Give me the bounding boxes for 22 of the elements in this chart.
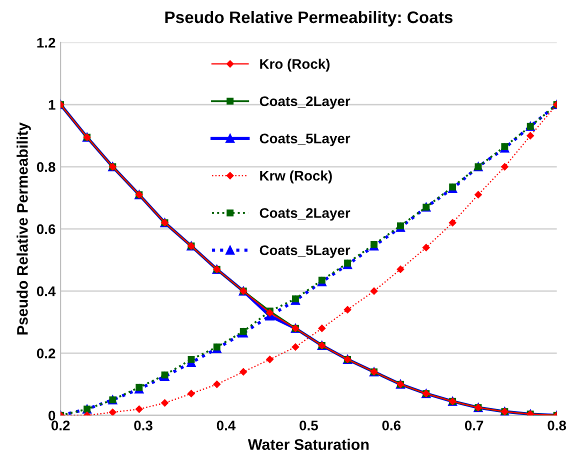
legend-label: Coats_2Layer (260, 208, 350, 221)
y-tick-label: 0.4 (36, 286, 56, 296)
x-tick-label: 0.7 (465, 420, 484, 430)
x-tick-label: 0.3 (134, 420, 152, 430)
x-axis-title: Water Saturation (248, 438, 369, 450)
y-tick-label: 0.2 (36, 348, 56, 358)
legend-label: Coats_2Layer (260, 96, 350, 109)
y-tick-label: 1.2 (37, 38, 56, 48)
y-tick-label: 0 (48, 410, 56, 421)
legend-label: Kro (Rock) (260, 58, 330, 72)
x-tick-label: 0.5 (300, 420, 318, 430)
legend-label: Coats_5Layer (260, 245, 350, 258)
legend-label: Krw (Rock) (260, 170, 332, 184)
x-tick-label: 0.8 (548, 420, 566, 430)
x-tick-label: 0.6 (382, 420, 401, 430)
y-tick-label: 0.6 (36, 224, 56, 234)
chart-title: Pseudo Relative Permeability: Coats (165, 10, 453, 26)
legend-label: Coats_5Layer (260, 134, 350, 146)
y-tick-label: 0.8 (36, 162, 56, 172)
x-tick-label: 0.4 (216, 420, 236, 430)
y-tick-label: 1 (48, 100, 56, 110)
y-axis-title: Pseudo Relative Permeability (16, 122, 31, 334)
